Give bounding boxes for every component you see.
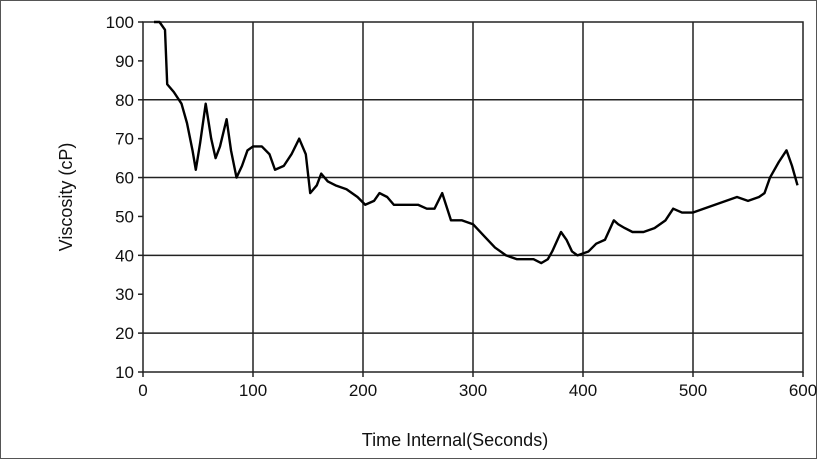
y-tick-label: 10 [115,363,134,382]
y-tick-label: 100 [106,13,134,32]
series-lines [154,22,798,263]
x-tick-label: 600 [789,381,817,400]
x-tick-label: 300 [459,381,487,400]
x-tick-label: 200 [349,381,377,400]
x-tick-label: 400 [569,381,597,400]
y-tick-label: 80 [115,91,134,110]
grid-lines [138,22,803,377]
y-axis-label: Viscosity (cP) [56,143,76,252]
y-tick-label: 30 [115,285,134,304]
y-tick-label: 90 [115,52,134,71]
x-tick-label: 0 [138,381,147,400]
x-axis-label: Time Internal(Seconds) [362,430,548,450]
y-tick-label: 50 [115,207,134,226]
y-tick-label: 60 [115,169,134,188]
y-tick-label: 40 [115,246,134,265]
viscosity-line [154,22,798,263]
x-tick-label: 500 [679,381,707,400]
y-tick-label: 70 [115,130,134,149]
x-tick-label: 100 [239,381,267,400]
y-tick-label: 20 [115,324,134,343]
